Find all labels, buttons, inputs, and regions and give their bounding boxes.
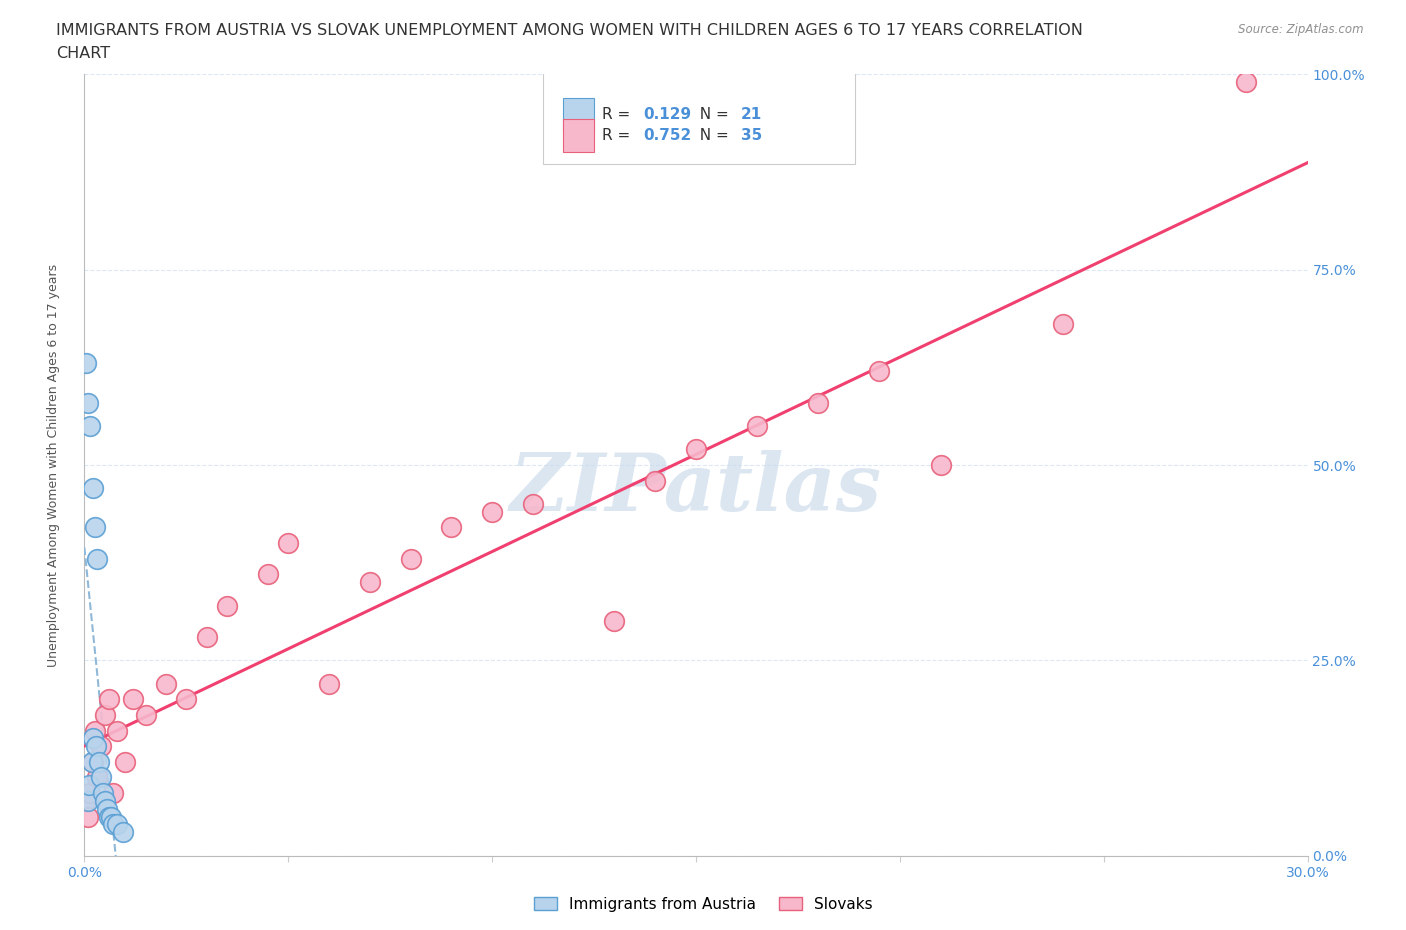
FancyBboxPatch shape: [543, 71, 855, 165]
Point: [97, 692, 120, 707]
Point: [82, 481, 104, 496]
Point: [75, 793, 97, 808]
Point: [217, 598, 239, 613]
Point: [90, 770, 112, 785]
Point: [77, 793, 100, 808]
Point: [87, 754, 110, 769]
Point: [1052, 317, 1074, 332]
Legend: Immigrants from Austria, Slovaks: Immigrants from Austria, Slovaks: [527, 890, 879, 918]
Point: [195, 630, 218, 644]
Point: [91, 786, 114, 801]
Point: [101, 786, 124, 801]
Point: [86, 770, 108, 785]
Point: [101, 817, 124, 831]
FancyBboxPatch shape: [562, 119, 595, 152]
Point: [174, 692, 197, 707]
Point: [79, 418, 101, 433]
Point: [277, 536, 299, 551]
Point: [97, 809, 120, 824]
Point: [93, 708, 115, 723]
Point: [96, 802, 118, 817]
Point: [84, 738, 107, 753]
Point: [114, 754, 136, 769]
Point: [440, 520, 463, 535]
Point: [75, 356, 97, 371]
Point: [83, 724, 105, 738]
Point: [83, 520, 105, 535]
Text: 0.129: 0.129: [644, 107, 692, 122]
Point: [76, 395, 98, 410]
Point: [155, 676, 177, 691]
Point: [603, 614, 626, 629]
Text: 21: 21: [741, 107, 762, 122]
Point: [318, 676, 340, 691]
Point: [105, 724, 128, 738]
Point: [257, 567, 280, 582]
Point: [399, 551, 422, 566]
Point: [79, 786, 101, 801]
Point: [90, 738, 112, 753]
Text: ZIPatlas: ZIPatlas: [510, 450, 882, 527]
Point: [100, 809, 122, 824]
Point: [82, 731, 104, 746]
Text: Source: ZipAtlas.com: Source: ZipAtlas.com: [1239, 23, 1364, 36]
Text: N =: N =: [690, 107, 734, 122]
Point: [747, 418, 769, 433]
Point: [93, 793, 115, 808]
Point: [522, 497, 544, 512]
Point: [359, 575, 381, 590]
Text: 35: 35: [741, 127, 762, 143]
Text: Unemployment Among Women with Children Ages 6 to 17 years: Unemployment Among Women with Children A…: [48, 263, 60, 667]
Point: [135, 708, 157, 723]
Point: [86, 551, 108, 566]
Point: [929, 458, 952, 472]
Text: R =: R =: [602, 107, 636, 122]
Point: [807, 395, 830, 410]
Point: [644, 473, 666, 488]
Point: [105, 817, 128, 831]
Point: [1236, 74, 1258, 89]
Point: [77, 777, 100, 792]
Text: CHART: CHART: [56, 46, 110, 61]
Text: IMMIGRANTS FROM AUSTRIA VS SLOVAK UNEMPLOYMENT AMONG WOMEN WITH CHILDREN AGES 6 : IMMIGRANTS FROM AUSTRIA VS SLOVAK UNEMPL…: [56, 23, 1083, 38]
Point: [481, 504, 503, 519]
Point: [112, 825, 135, 840]
Text: N =: N =: [690, 127, 734, 143]
Point: [685, 442, 707, 457]
Point: [122, 692, 145, 707]
Point: [77, 809, 100, 824]
Point: [80, 754, 103, 769]
FancyBboxPatch shape: [562, 98, 595, 130]
Point: [869, 364, 891, 379]
Text: 0.752: 0.752: [644, 127, 692, 143]
Text: R =: R =: [602, 127, 636, 143]
Point: [82, 754, 104, 769]
